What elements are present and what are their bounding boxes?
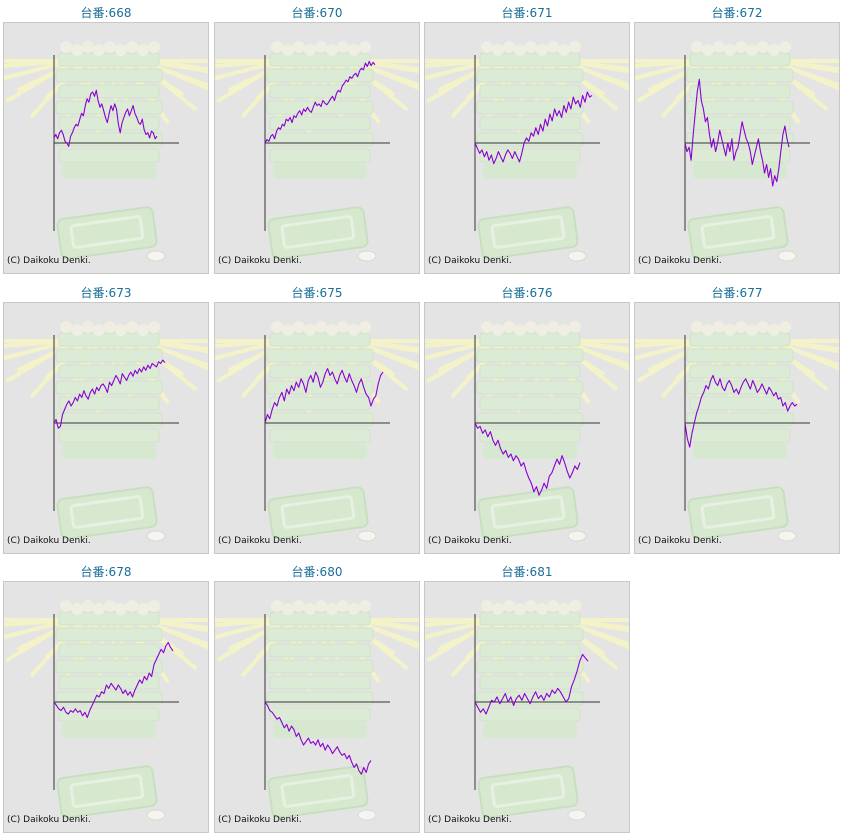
graph-card[interactable]: 台番:668 (C) Daikoku Denki. xyxy=(3,0,209,274)
slump-line-series xyxy=(474,422,581,496)
machine-number-title[interactable]: 台番:681 xyxy=(501,565,553,579)
machine-background-illustration xyxy=(215,600,419,821)
graph-card[interactable]: 台番:676 (C) Daikoku Denki. xyxy=(424,280,630,554)
machine-number-title[interactable]: 台番:678 xyxy=(80,565,132,579)
copyright-text: (C) Daikoku Denki. xyxy=(638,256,722,266)
copyright-text: (C) Daikoku Denki. xyxy=(428,536,512,546)
copyright-text: (C) Daikoku Denki. xyxy=(7,815,91,825)
slump-line-series xyxy=(53,89,158,147)
graph-card[interactable]: 台番:680 (C) Daikoku Denki. xyxy=(214,559,420,833)
machine-background-illustration xyxy=(425,41,629,262)
slump-line-series xyxy=(53,359,166,429)
slump-graph-svg xyxy=(425,600,629,821)
slump-graph: (C) Daikoku Denki. xyxy=(214,302,420,554)
slump-line-series xyxy=(53,641,174,719)
graph-card[interactable]: 台番:675 (C) Daikoku Denki. xyxy=(214,280,420,554)
slump-line-series xyxy=(474,91,593,165)
machine-background-illustration xyxy=(425,600,629,821)
machine-number-title[interactable]: 台番:670 xyxy=(291,6,343,20)
slump-graph-svg xyxy=(635,41,839,262)
slump-graph-svg xyxy=(635,321,839,542)
machine-number-title[interactable]: 台番:668 xyxy=(80,6,132,20)
copyright-text: (C) Daikoku Denki. xyxy=(218,815,302,825)
slump-line-series xyxy=(264,701,372,775)
graph-card[interactable]: 台番:672 (C) Daikoku Denki. xyxy=(634,0,840,274)
copyright-text: (C) Daikoku Denki. xyxy=(7,256,91,266)
graph-card[interactable]: 台番:677 (C) Daikoku Denki. xyxy=(634,280,840,554)
slump-graph: (C) Daikoku Denki. xyxy=(214,581,420,833)
machine-background-illustration xyxy=(635,41,839,262)
slump-graph-svg xyxy=(4,41,208,262)
slump-graph-svg xyxy=(425,321,629,542)
copyright-text: (C) Daikoku Denki. xyxy=(428,815,512,825)
machine-background-illustration xyxy=(4,321,208,542)
slump-graph-svg xyxy=(215,41,419,262)
copyright-text: (C) Daikoku Denki. xyxy=(638,536,722,546)
slump-graph-svg xyxy=(425,41,629,262)
copyright-text: (C) Daikoku Denki. xyxy=(7,536,91,546)
machine-background-illustration xyxy=(425,321,629,542)
machine-background-illustration xyxy=(215,321,419,542)
slump-graph-svg xyxy=(215,321,419,542)
machine-background-illustration xyxy=(215,41,419,262)
machine-background-illustration xyxy=(635,321,839,542)
machine-number-title[interactable]: 台番:675 xyxy=(291,286,343,300)
slump-graph-svg xyxy=(4,321,208,542)
copyright-text: (C) Daikoku Denki. xyxy=(428,256,512,266)
machine-background-illustration xyxy=(4,600,208,821)
slump-graph: (C) Daikoku Denki. xyxy=(424,581,630,833)
machine-number-title[interactable]: 台番:671 xyxy=(501,6,553,20)
slump-line-series xyxy=(264,60,376,144)
slump-graph: (C) Daikoku Denki. xyxy=(634,22,840,274)
copyright-text: (C) Daikoku Denki. xyxy=(218,256,302,266)
machine-number-title[interactable]: 台番:676 xyxy=(501,286,553,300)
machine-number-title[interactable]: 台番:673 xyxy=(80,286,132,300)
slump-graph: (C) Daikoku Denki. xyxy=(214,22,420,274)
slump-line-series xyxy=(684,78,790,187)
machine-number-title[interactable]: 台番:672 xyxy=(711,6,763,20)
slump-graph: (C) Daikoku Denki. xyxy=(424,302,630,554)
slump-graph: (C) Daikoku Denki. xyxy=(424,22,630,274)
slump-graph: (C) Daikoku Denki. xyxy=(3,22,209,274)
machine-number-title[interactable]: 台番:677 xyxy=(711,286,763,300)
slump-graph: (C) Daikoku Denki. xyxy=(634,302,840,554)
slump-graph: (C) Daikoku Denki. xyxy=(3,581,209,833)
machine-number-title[interactable]: 台番:680 xyxy=(291,565,343,579)
slump-graph: (C) Daikoku Denki. xyxy=(3,302,209,554)
graph-card[interactable]: 台番:670 (C) Daikoku Denki. xyxy=(214,0,420,274)
slump-graph-svg xyxy=(4,600,208,821)
graph-card[interactable]: 台番:673 (C) Daikoku Denki. xyxy=(3,280,209,554)
slump-line-series xyxy=(474,653,589,715)
graph-card[interactable]: 台番:681 (C) Daikoku Denki. xyxy=(424,559,630,833)
slump-line-series xyxy=(264,368,384,424)
copyright-text: (C) Daikoku Denki. xyxy=(218,536,302,546)
slump-graph-svg xyxy=(215,600,419,821)
graph-card[interactable]: 台番:671 (C) Daikoku Denki. xyxy=(424,0,630,274)
graph-card[interactable]: 台番:678 (C) Daikoku Denki. xyxy=(3,559,209,833)
slump-line-series xyxy=(684,374,798,448)
machine-background-illustration xyxy=(4,41,208,262)
